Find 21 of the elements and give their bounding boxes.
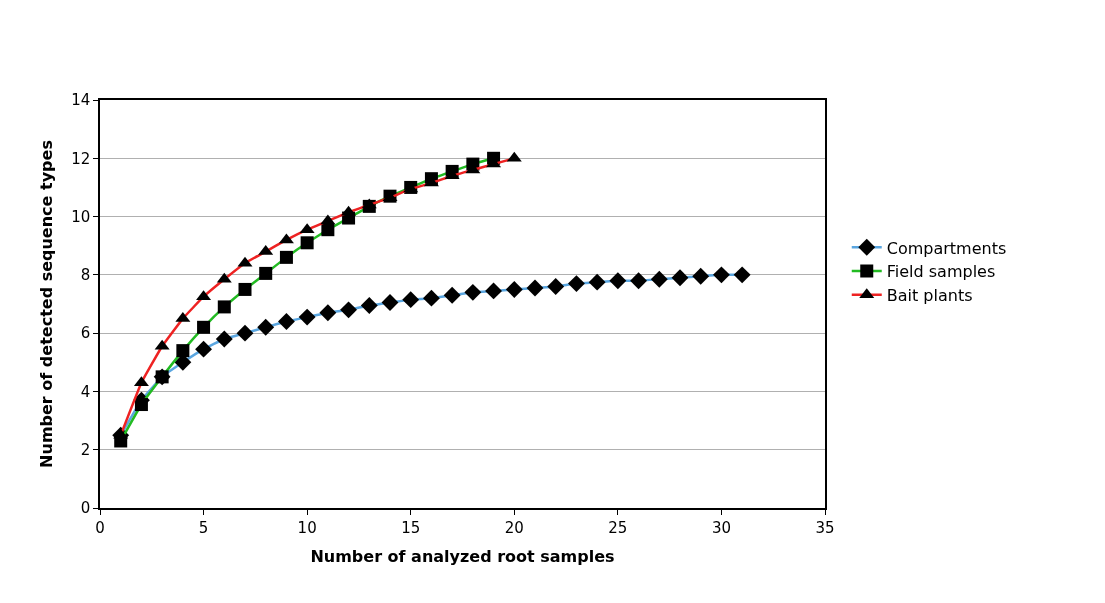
y-tick-label: 6 [80, 324, 91, 343]
x-axis-title: Number of analyzed root samples [310, 546, 615, 566]
y-tick-label: 14 [71, 91, 91, 110]
x-tick-label: 30 [711, 518, 731, 537]
legend-label: Field samples [886, 262, 996, 282]
legend-label: Compartments [886, 238, 1007, 258]
y-tick-label: 10 [71, 207, 91, 226]
x-tick-label: 5 [198, 518, 209, 537]
x-tick-label: 15 [401, 518, 421, 537]
y-tick-label: 12 [71, 149, 91, 168]
y-tick-label: 0 [80, 499, 91, 518]
x-tick-label: 10 [297, 518, 317, 537]
x-tick-label: 35 [815, 518, 835, 537]
y-tick-label: 4 [80, 382, 91, 401]
legend-label: Bait plants [886, 286, 973, 306]
y-axis-title: Number of detected sequence types [36, 140, 56, 468]
x-tick-label: 25 [608, 518, 628, 537]
y-tick-label: 2 [80, 440, 91, 459]
x-tick-label: 20 [504, 518, 524, 537]
y-tick-label: 8 [80, 266, 91, 285]
x-tick-label: 0 [95, 518, 105, 537]
